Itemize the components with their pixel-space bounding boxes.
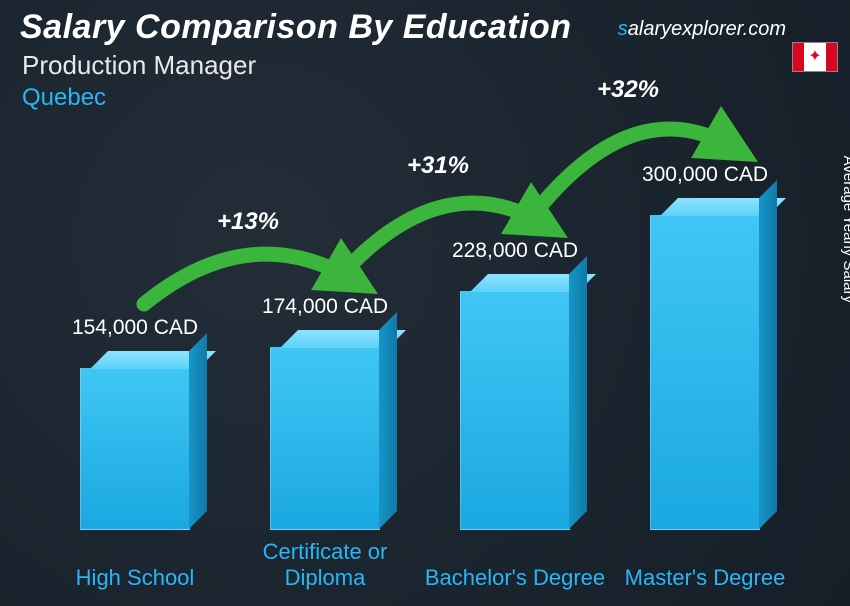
- bar-category-label: Master's Degree: [610, 565, 800, 590]
- bar-category-label: Certificate or Diploma: [230, 539, 420, 590]
- y-axis-label: Average Yearly Salary: [840, 156, 850, 303]
- increase-percent: +13%: [217, 208, 279, 235]
- bar-chart: 154,000 CADHigh School174,000 CADCertifi…: [40, 130, 800, 530]
- bar-group: 300,000 CADMaster's Degree: [610, 215, 800, 530]
- bar-category-label: Bachelor's Degree: [420, 565, 610, 590]
- bar: [270, 347, 380, 530]
- increase-percent: +32%: [597, 76, 659, 103]
- infographic-stage: Salary Comparison By Education Productio…: [0, 0, 850, 606]
- bar-wrap: [460, 291, 570, 530]
- bar-category-label: High School: [40, 565, 230, 590]
- region-name: Quebec: [22, 84, 106, 112]
- bar-group: 228,000 CADBachelor's Degree: [420, 291, 610, 530]
- main-title: Salary Comparison By Education: [20, 8, 572, 47]
- bar-wrap: [80, 368, 190, 530]
- bar-value-label: 300,000 CAD: [642, 163, 768, 187]
- bar-value-label: 174,000 CAD: [262, 295, 388, 319]
- bar-group: 174,000 CADCertificate or Diploma: [230, 347, 420, 530]
- bar: [460, 291, 570, 530]
- site-watermark: salaryexplorer.com: [618, 18, 786, 41]
- job-title: Production Manager: [22, 50, 256, 81]
- maple-leaf-icon: ✦: [808, 49, 821, 65]
- bar: [650, 215, 760, 530]
- bar-wrap: [650, 215, 760, 530]
- increase-percent: +31%: [407, 152, 469, 179]
- site-accent: s: [618, 18, 628, 40]
- bar: [80, 368, 190, 530]
- bar-wrap: [270, 347, 380, 530]
- site-name: alaryexplorer: [628, 18, 743, 40]
- canada-flag-icon: ✦: [792, 42, 838, 72]
- bar-value-label: 154,000 CAD: [72, 316, 198, 340]
- site-tld: .com: [743, 18, 786, 40]
- bar-value-label: 228,000 CAD: [452, 239, 578, 263]
- bar-group: 154,000 CADHigh School: [40, 368, 230, 530]
